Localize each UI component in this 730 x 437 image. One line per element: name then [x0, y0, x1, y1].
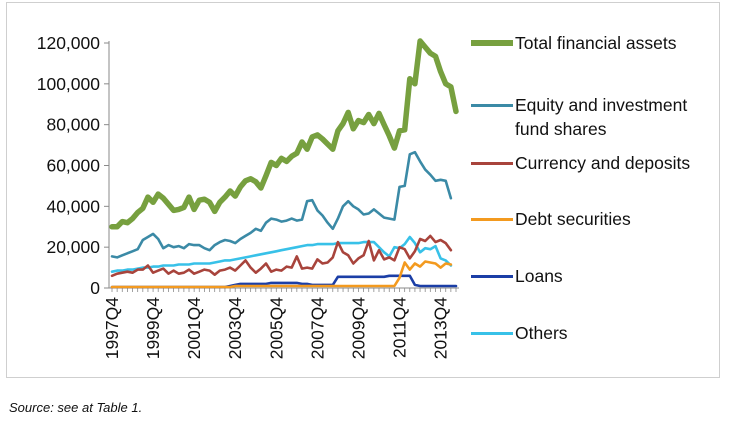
x-tick-label: 1997Q4 — [102, 297, 122, 360]
y-tick-label: 60,000 — [46, 156, 100, 176]
legend-label-total: Total financial assets — [515, 33, 677, 53]
series-line-others — [110, 235, 453, 274]
legend-item-others: Others — [471, 321, 720, 345]
series-lines — [109, 38, 459, 289]
legend-label-loans: Loans — [515, 266, 563, 286]
source-note: Source: see at Table 1. — [9, 400, 143, 415]
y-tick-label: 40,000 — [46, 196, 100, 216]
x-tick-label: 2001Q4 — [184, 297, 204, 360]
legend-label-others: Others — [515, 323, 568, 343]
y-tick-label: 120,000 — [37, 33, 101, 53]
series-line-total-financial-assets — [109, 38, 459, 230]
x-tick-label: 2011Q4 — [390, 297, 410, 358]
legend-item-debt: Debt securities — [471, 207, 720, 231]
y-tick-label: 20,000 — [46, 237, 100, 257]
legend-item-equity: Equity and investment fund shares — [471, 93, 720, 141]
legend-swatch-equity — [471, 104, 513, 107]
legend-item-loans: Loans — [471, 264, 720, 288]
legend-swatch-debt — [471, 218, 513, 221]
y-tick-label: 0 — [90, 278, 100, 298]
x-tick-label: 2013Q4 — [431, 297, 451, 360]
x-tick-label: 2007Q4 — [307, 297, 327, 360]
legend-label-equity: Equity and investment fund shares — [515, 95, 688, 139]
x-tick-label: 2003Q4 — [225, 297, 245, 360]
legend-label-debt: Debt securities — [515, 209, 631, 229]
axes: 0 20,000 40,000 60,000 80,000 100,000 120,000 1… — [37, 33, 459, 359]
legend-swatch-loans — [471, 275, 513, 278]
series-line-currency-and-deposits — [110, 234, 453, 278]
y-tick-label: 100,000 — [37, 74, 101, 94]
series-line-debt-securities — [110, 260, 453, 289]
legend-swatch-currency — [471, 162, 513, 165]
legend-label-currency: Currency and deposits — [515, 153, 691, 173]
legend-swatch-total — [471, 40, 513, 46]
chart-frame: 0 20,000 40,000 60,000 80,000 100,000 120,000 1… — [6, 2, 720, 378]
chart: 0 20,000 40,000 60,000 80,000 100,000 120,000 1… — [37, 33, 459, 359]
legend-item-currency: Currency and deposits — [471, 151, 720, 175]
x-tick-label: 2005Q4 — [266, 297, 286, 360]
series-line-equity-and-investment-fund-shares — [110, 150, 453, 259]
y-tick-label: 80,000 — [46, 115, 100, 135]
legend-item-total: Total financial assets — [471, 31, 720, 55]
x-tick-label: 2009Q4 — [348, 297, 368, 360]
legend-swatch-others — [471, 332, 513, 335]
x-tick-label: 1999Q4 — [143, 297, 163, 360]
